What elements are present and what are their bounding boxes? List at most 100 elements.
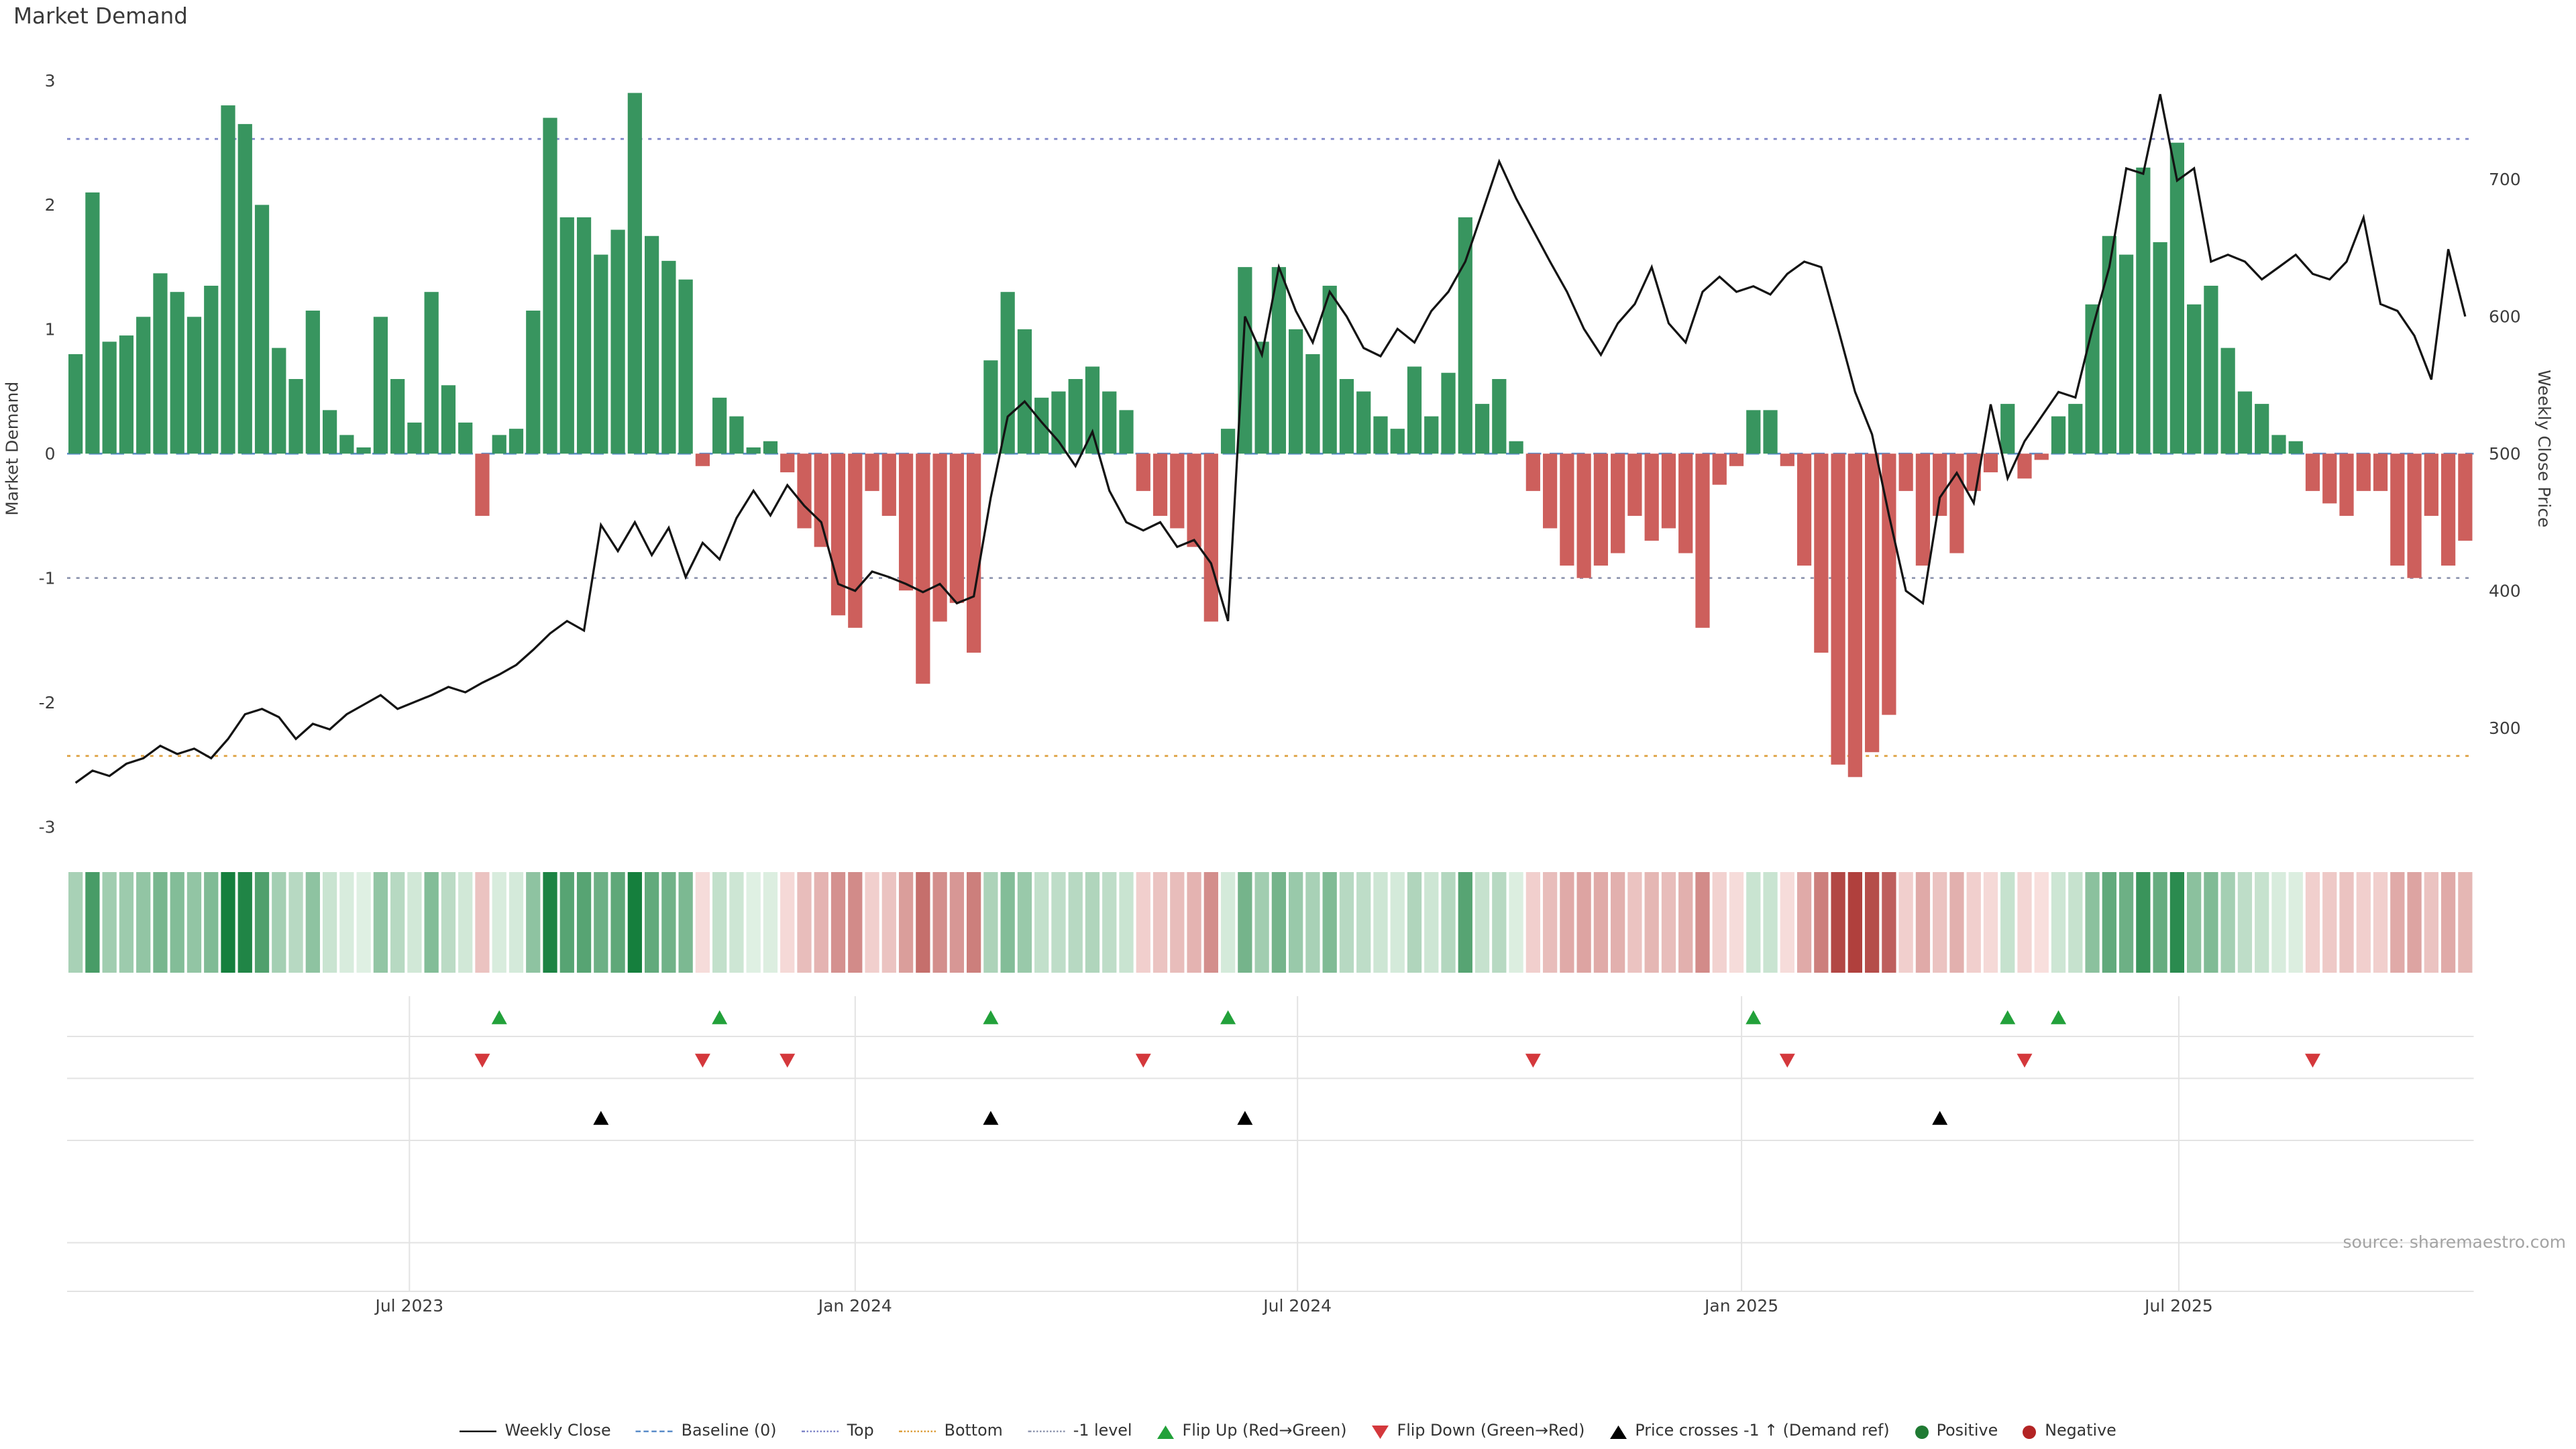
legend-item: Negative [2023, 1422, 2116, 1441]
legend-item: Flip Up (Red→Green) [1157, 1422, 1347, 1441]
demand-bar [272, 347, 286, 454]
heatmap-cell [2051, 872, 2066, 973]
demand-bar [1983, 453, 1998, 473]
legend-dashed-icon [636, 1430, 674, 1432]
demand-bar [1695, 453, 1710, 628]
demand-bar [1152, 453, 1168, 516]
demand-bar [2407, 453, 2422, 578]
legend-line-icon [460, 1430, 497, 1432]
demand-bar [1560, 453, 1574, 566]
heatmap-cell [305, 872, 320, 973]
demand-bar [1220, 429, 1236, 454]
heatmap-cell [2424, 872, 2438, 973]
demand-bar [1203, 453, 1218, 622]
demand-bar [237, 123, 252, 454]
heatmap-cell [1289, 872, 1303, 973]
demand-bar [1576, 453, 1591, 578]
demand-bar [356, 447, 371, 454]
demand-bar [1796, 453, 1812, 566]
demand-bar [932, 453, 947, 622]
right-axis-tick: 500 [2489, 444, 2521, 464]
demand-bar [1000, 292, 1015, 454]
heatmap-cell [1170, 872, 1185, 973]
demand-bar [661, 260, 676, 454]
price-cross-marker [1237, 1111, 1253, 1125]
demand-bar [1763, 410, 1778, 454]
heatmap-cell [2305, 872, 2320, 973]
demand-bar [2271, 435, 2286, 454]
heatmap-cell [119, 872, 134, 973]
demand-bar [2118, 254, 2134, 454]
price-cross-marker [983, 1111, 999, 1125]
heatmap-cell [390, 872, 405, 973]
demand-bar [2136, 167, 2151, 454]
x-axis-tick: Jul 2025 [2143, 1296, 2213, 1316]
heatmap-cell [610, 872, 625, 973]
demand-bar [2051, 416, 2066, 454]
heatmap-cell [407, 872, 422, 973]
heatmap-cell [2204, 872, 2218, 973]
heatmap-cell [2339, 872, 2354, 973]
heatmap-cell [576, 872, 592, 973]
right-axis-tick: 700 [2489, 170, 2521, 189]
heatmap-cell [797, 872, 812, 973]
heatmap-cell [1356, 872, 1371, 973]
heatmap-cell [2288, 872, 2303, 973]
heatmap-cell [1474, 872, 1490, 973]
demand-bar [712, 397, 727, 454]
demand-bar [2034, 453, 2049, 460]
heatmap-cell [1187, 872, 1201, 973]
demand-bar [2356, 453, 2371, 491]
left-axis-tick: -3 [39, 817, 56, 837]
heatmap-cell [1051, 872, 1066, 973]
x-axis-tick: Jan 2024 [817, 1296, 892, 1316]
demand-bar [678, 279, 693, 454]
heatmap-cell [508, 872, 524, 973]
heatmap-cell [2034, 872, 2049, 973]
heatmap-cell [2220, 872, 2235, 973]
demand-bar [1051, 391, 1066, 454]
heatmap-cell [2322, 872, 2337, 973]
flip-down-marker [2017, 1053, 2033, 1068]
demand-bar [2068, 404, 2083, 454]
heatmap-cell [2000, 872, 2015, 973]
demand-bar [1882, 453, 1896, 715]
heatmap-cell [373, 872, 388, 973]
demand-bar [458, 422, 473, 454]
demand-bar [865, 453, 879, 491]
heatmap-cell [1796, 872, 1812, 973]
heatmap-cell [322, 872, 337, 973]
price-line [74, 94, 2467, 784]
demand-bar [322, 410, 337, 454]
heatmap-cell [1847, 872, 1862, 973]
heatmap-cell [136, 872, 151, 973]
demand-bar [2220, 347, 2235, 454]
flip-down-marker [474, 1053, 490, 1068]
demand-bar [780, 453, 795, 473]
heatmap-cell [1203, 872, 1218, 973]
demand-bar [153, 273, 168, 454]
flip-down-marker [1779, 1053, 1795, 1068]
legend-dotted-icon [802, 1430, 839, 1432]
demand-bar [1187, 453, 1201, 547]
demand-bar [2017, 453, 2032, 479]
demand-bar [1915, 453, 1931, 566]
demand-bar [1102, 391, 1117, 454]
price-cross-marker [1932, 1111, 1948, 1125]
heatmap-cell [1729, 872, 1744, 973]
heatmap-cell [881, 872, 896, 973]
demand-bar [814, 453, 828, 547]
demand-bar [848, 453, 863, 628]
heatmap-cell [1678, 872, 1693, 973]
demand-bar [1407, 366, 1422, 454]
heatmap-cell [1560, 872, 1574, 973]
demand-bar [1017, 329, 1032, 454]
legend-dotted-icon [899, 1430, 936, 1432]
heatmap-cell [1271, 872, 1287, 973]
heatmap-cell [2017, 872, 2032, 973]
demand-bar [1678, 453, 1693, 553]
heatmap-cell [1933, 872, 1947, 973]
demand-bar [1390, 429, 1405, 454]
demand-bar [983, 360, 998, 454]
heatmap-cell [644, 872, 659, 973]
